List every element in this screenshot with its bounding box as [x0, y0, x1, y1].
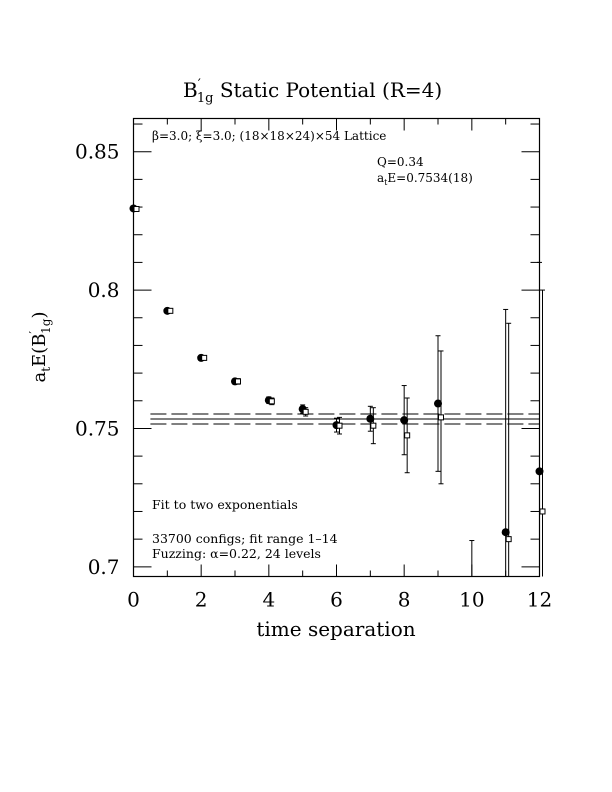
data-point-circle: [366, 414, 375, 423]
configs-annotation: 33700 configs; fit range 1–14: [152, 531, 338, 546]
y-tick-labels: 0.7 0.75 0.8 0.85: [75, 140, 120, 579]
data-points: [129, 204, 546, 577]
data-point-square: [539, 508, 546, 515]
chart-title: B′ 1g Static Potential (R=4): [183, 77, 442, 106]
y-tick-label: 0.85: [75, 140, 120, 164]
y-tick-label: 0.8: [88, 278, 120, 302]
fuzzing-annotation: Fuzzing: α=0.22, 24 levels: [152, 546, 321, 561]
data-point-square: [336, 422, 343, 429]
x-tick-label: 6: [330, 588, 343, 612]
data-point-circle: [501, 528, 510, 537]
lattice-annotation: β=3.0; ξ=3.0; (18×18×24)×54 Lattice: [152, 129, 386, 143]
data-point-square: [505, 536, 512, 543]
y-axis-label: atE(B′1g): [27, 311, 53, 382]
data-point-square: [133, 205, 140, 212]
data-point-circle: [535, 467, 544, 476]
x-tick-label: 0: [127, 588, 140, 612]
x-tick-label: 10: [459, 588, 484, 612]
fit-annotation: Fit to two exponentials: [152, 497, 298, 512]
energy-annotation: atE=0.7534(18): [377, 171, 473, 187]
data-point-square: [370, 422, 377, 429]
x-tick-label: 4: [262, 588, 275, 612]
x-tick-label: 2: [195, 588, 208, 612]
data-point-square: [201, 354, 208, 361]
data-point-circle: [434, 399, 442, 408]
x-tick-label: 12: [527, 588, 552, 612]
fit-band: [150, 413, 540, 425]
x-tick-label: 8: [398, 588, 411, 612]
data-point-square: [268, 398, 275, 405]
data-point-square: [167, 307, 174, 314]
data-point-square: [404, 432, 411, 439]
y-tick-label: 0.75: [75, 416, 120, 440]
data-point-square: [235, 378, 241, 385]
data-point-circle: [400, 416, 409, 425]
x-axis-label: time separation: [256, 617, 415, 641]
data-point-square: [302, 408, 309, 415]
x-tick-labels: 0 2 4 6 8 10 12: [127, 588, 552, 612]
data-point-square: [438, 414, 444, 421]
q-annotation: Q=0.34: [377, 155, 424, 169]
axis-ticks: [133, 118, 540, 577]
y-tick-label: 0.7: [88, 555, 120, 579]
